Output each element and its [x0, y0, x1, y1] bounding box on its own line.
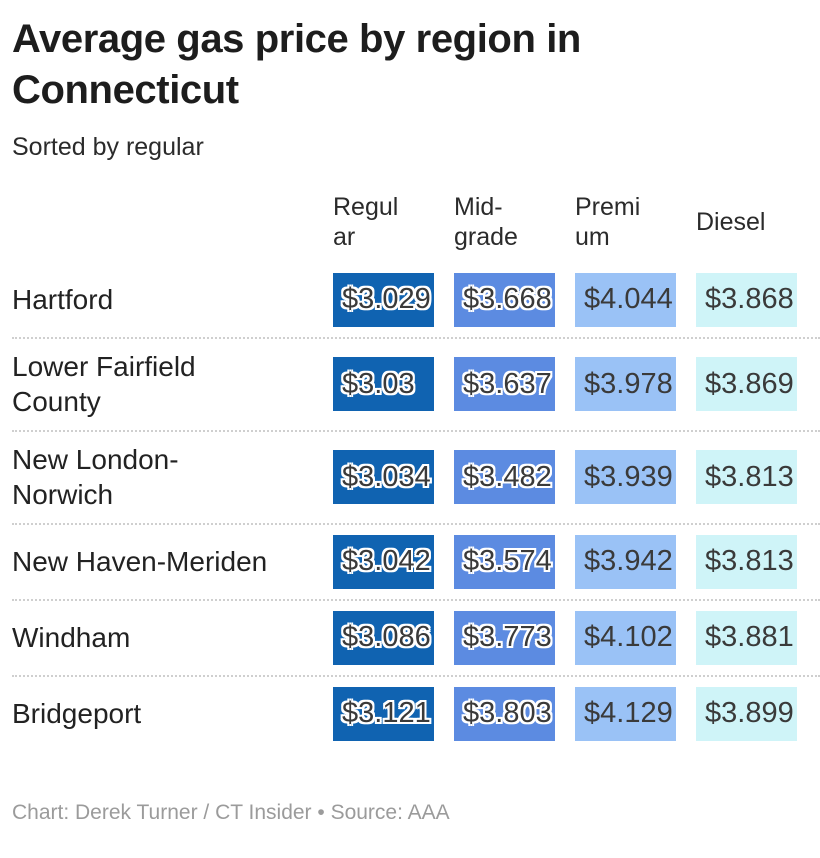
chart-subtitle: Sorted by regular [12, 132, 204, 161]
price-value: $3.121 [342, 697, 431, 730]
region-label: Hartford [12, 283, 114, 315]
price-cell: $4.129 [575, 686, 676, 741]
price-cell: $3.121 [333, 686, 434, 741]
price-value: $3.029 [342, 283, 431, 316]
chart-container: Average gas price by region in Connectic… [12, 17, 820, 824]
price-value: $3.881 [705, 621, 794, 654]
price-value: $3.942 [584, 545, 673, 578]
region-label: New London- Norwich [12, 443, 179, 511]
price-cell: $3.939 [575, 450, 676, 505]
price-value: $3.668 [463, 283, 552, 316]
price-cell: $3.868 [696, 272, 797, 327]
price-value: $3.813 [705, 460, 794, 493]
table-row: New Haven-Meriden $3.042 $3.574 $3.942 $… [12, 525, 820, 601]
price-cell: $3.899 [696, 686, 797, 741]
price-cell: $3.029 [333, 272, 434, 327]
column-header: Diesel [696, 207, 766, 236]
price-value: $3.939 [584, 460, 673, 493]
price-cell: $3.034 [333, 450, 434, 505]
price-value: $3.034 [342, 460, 431, 493]
region-label: Bridgeport [12, 698, 142, 729]
chart-credit: Chart: Derek Turner / CT Insider • Sourc… [12, 800, 450, 824]
price-cell: $3.813 [696, 534, 797, 589]
price-value: $3.637 [463, 367, 552, 400]
price-cell: $4.102 [575, 610, 676, 665]
price-value: $3.869 [705, 367, 794, 400]
price-cell: $3.942 [575, 534, 676, 589]
price-value: $3.868 [705, 283, 794, 316]
price-value: $3.03 [342, 367, 415, 400]
price-value: $3.813 [705, 545, 794, 578]
price-cell: $3.803 [454, 686, 555, 741]
table-header-row: Regul ar Mid- grade Premi um Diesel [12, 184, 820, 263]
price-value: $3.482 [463, 460, 552, 493]
price-value: $3.773 [463, 621, 552, 654]
price-value: $3.978 [584, 367, 673, 400]
price-value: $3.086 [342, 621, 431, 654]
price-value: $4.102 [584, 621, 673, 654]
price-cell: $3.773 [454, 610, 555, 665]
price-cell: $3.881 [696, 610, 797, 665]
table-row: Hartford $3.029 $3.668 $4.044 $3.868 [12, 263, 820, 339]
price-value: $3.574 [463, 545, 552, 578]
price-value: $4.044 [584, 283, 673, 316]
price-cell: $3.869 [696, 357, 797, 412]
column-header: Regul ar [333, 192, 399, 252]
table-row: Windham $3.086 $3.773 $4.102 $3.881 [12, 601, 820, 677]
price-cell: $3.637 [454, 357, 555, 412]
price-value: $4.129 [584, 697, 673, 730]
price-cell: $3.086 [333, 610, 434, 665]
price-value: $3.803 [463, 697, 552, 730]
table-row: Bridgeport $3.121 $3.803 $4.129 $3.899 [12, 677, 820, 751]
region-label: Windham [12, 622, 131, 653]
price-cell: $3.978 [575, 357, 676, 412]
column-header: Premi um [575, 192, 641, 252]
price-cell: $3.668 [454, 272, 555, 327]
region-label: New Haven-Meriden [12, 546, 268, 577]
price-value: $3.042 [342, 545, 431, 578]
price-cell: $4.044 [575, 272, 676, 327]
table-row: New London- Norwich $3.034 $3.482 $3.939… [12, 432, 820, 525]
price-cell: $3.482 [454, 450, 555, 505]
region-label: Lower Fairfield County [12, 350, 196, 418]
table-row: Lower Fairfield County $3.03 $3.637 $3.9… [12, 339, 820, 432]
chart-title: Average gas price by region in Connectic… [12, 17, 581, 112]
price-cell: $3.574 [454, 534, 555, 589]
price-value: $3.899 [705, 697, 794, 730]
price-cell: $3.03 [333, 357, 434, 412]
table-body: Hartford $3.029 $3.668 $4.044 $3.868 Low… [12, 263, 820, 751]
column-header: Mid- grade [454, 192, 518, 252]
price-cell: $3.813 [696, 450, 797, 505]
price-cell: $3.042 [333, 534, 434, 589]
gas-price-table: Regul ar Mid- grade Premi um Diesel Hartfor… [12, 184, 820, 751]
